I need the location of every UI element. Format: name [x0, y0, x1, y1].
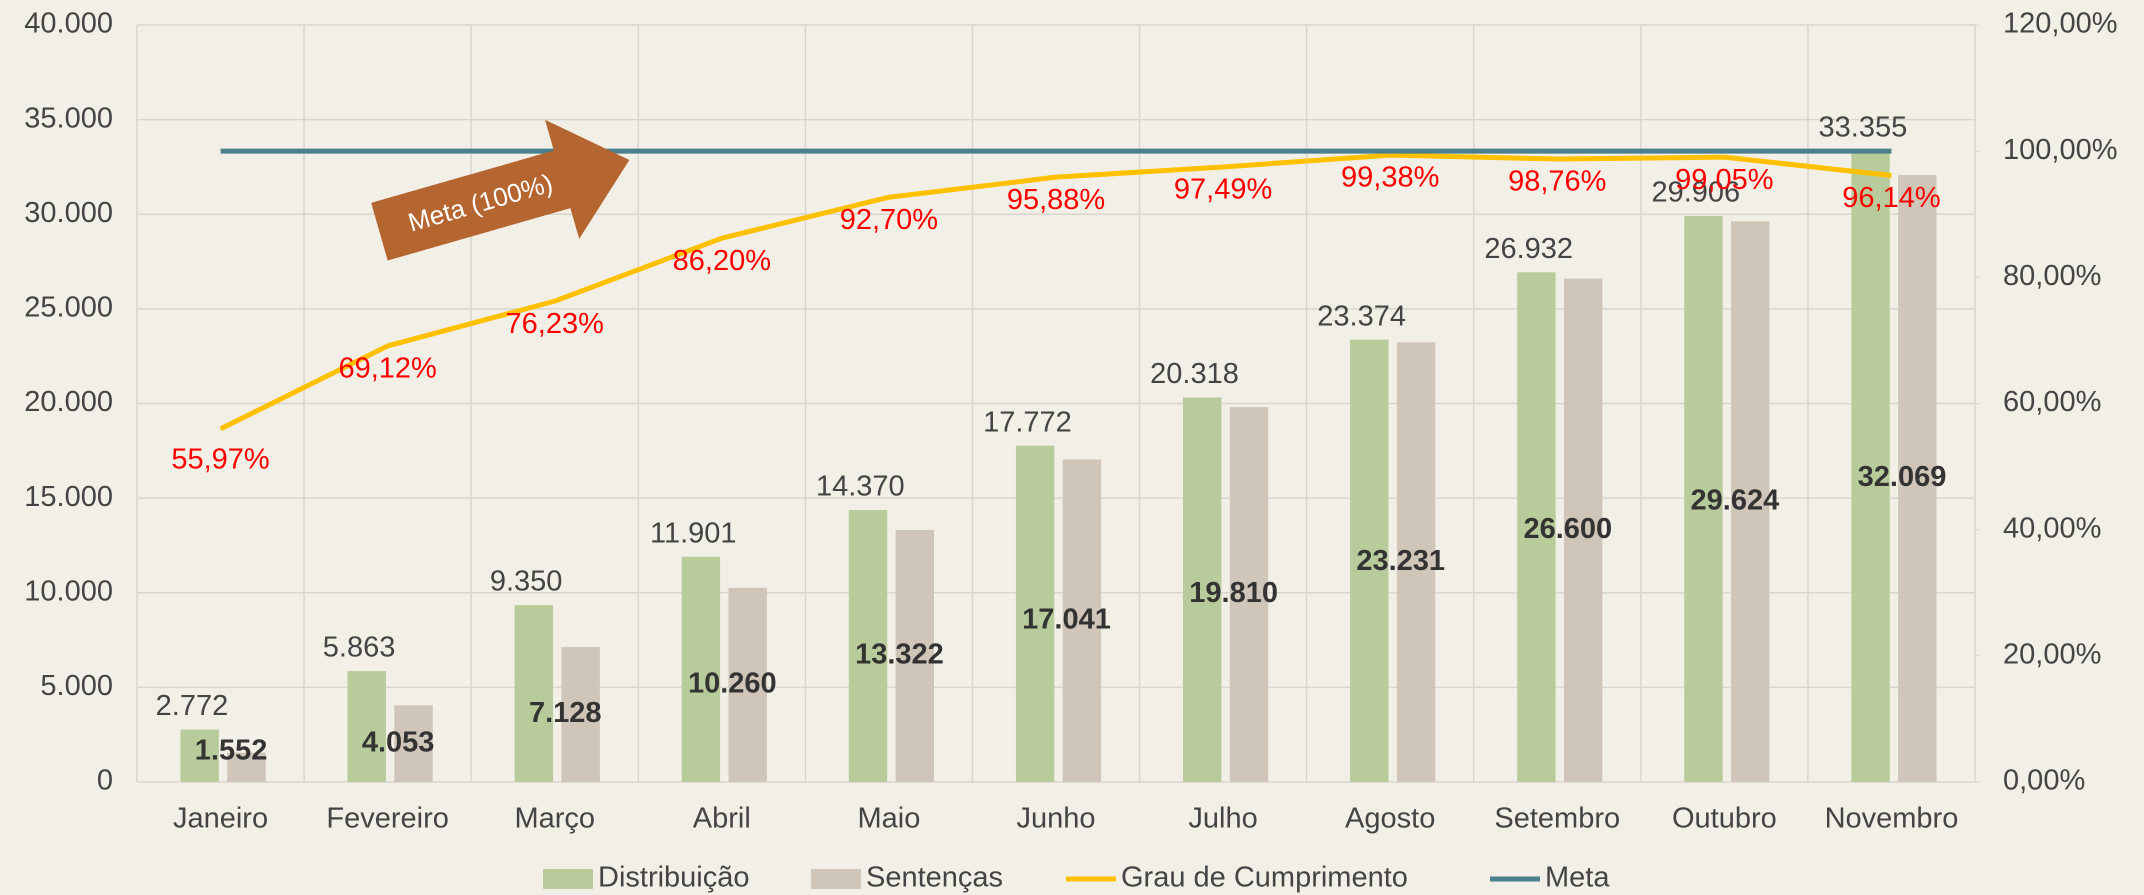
x-tick-label: Novembro [1825, 803, 1959, 835]
y2-tick-label: 100,00% [2003, 134, 2118, 166]
line-label: 99,05% [1675, 164, 1773, 196]
bar [1396, 342, 1436, 782]
bar-label: 7.128 [529, 697, 602, 729]
bar [681, 556, 721, 782]
bar-label: 23.231 [1356, 545, 1445, 577]
bar-label: 23.374 [1317, 300, 1406, 332]
bar [1731, 221, 1770, 783]
bar-label: 26.600 [1523, 513, 1612, 545]
line-label: 96,14% [1842, 182, 1940, 214]
bar-label: 9.350 [490, 566, 563, 598]
y-tick-label: 40.000 [24, 8, 113, 40]
arrow-shape [371, 119, 630, 261]
bar-label: 29.624 [1691, 484, 1780, 516]
bar-label: 10.260 [688, 668, 777, 700]
x-tick-label: Maio [857, 803, 920, 835]
bar-label: 1.552 [195, 735, 268, 767]
line-label: 95,88% [1007, 184, 1105, 216]
bar-label: 5.863 [323, 632, 396, 664]
bar [1563, 278, 1603, 782]
bar [728, 587, 767, 782]
line-label: 55,97% [171, 444, 269, 476]
line-label: 76,23% [506, 308, 604, 340]
y2-tick-label: 80,00% [2003, 260, 2101, 292]
x-tick-label: Janeiro [173, 803, 268, 835]
bar [561, 647, 600, 782]
line-label: 98,76% [1508, 166, 1606, 198]
bar [1517, 272, 1556, 782]
line-label: 97,49% [1174, 174, 1272, 206]
y-tick-label: 10.000 [24, 575, 113, 607]
x-tick-label: Abril [693, 803, 751, 835]
bar-label: 32.069 [1858, 461, 1947, 493]
bar [1350, 339, 1389, 782]
y2-tick-label: 0,00% [2003, 765, 2085, 797]
bar-label: 19.810 [1189, 577, 1278, 609]
legend-label: Meta [1545, 862, 1610, 894]
y-tick-label: 35.000 [24, 102, 113, 134]
bar [180, 729, 219, 782]
bar-label: 20.318 [1150, 358, 1239, 390]
x-tick-label: Junho [1016, 803, 1095, 835]
bar [848, 510, 888, 782]
bar [895, 529, 935, 782]
bar [1684, 216, 1723, 783]
x-tick-label: Outubro [1672, 803, 1777, 835]
bar-label: 17.041 [1022, 603, 1111, 635]
legend-swatch [543, 869, 593, 889]
legend-label: Distribuição [598, 862, 750, 894]
x-tick-label: Fevereiro [326, 803, 449, 835]
y-tick-label: 0 [97, 765, 113, 797]
bar [394, 705, 433, 782]
bar-label: 26.932 [1484, 233, 1573, 265]
legend-swatch [811, 869, 861, 889]
bar [1229, 407, 1269, 782]
bar [1062, 459, 1102, 782]
bar-label: 29.906 [1651, 177, 1740, 209]
bar-label: 4.053 [362, 726, 435, 758]
y-tick-label: 15.000 [24, 481, 113, 513]
bar [227, 752, 266, 782]
line-label: 99,38% [1341, 162, 1439, 194]
bar [347, 671, 386, 782]
bar-label: 2.772 [156, 690, 229, 722]
bar-label: 33.355 [1819, 111, 1908, 143]
line-series [219, 152, 1892, 432]
y2-tick-label: 60,00% [2003, 386, 2101, 418]
legend-label: Sentenças [866, 862, 1003, 894]
bar [1851, 150, 1890, 783]
line-label: 86,20% [673, 245, 771, 277]
line-label: 92,70% [840, 204, 938, 236]
bar [1015, 445, 1055, 782]
x-tick-label: Julho [1188, 803, 1257, 835]
y2-tick-label: 20,00% [2003, 638, 2101, 670]
bar-label: 11.901 [650, 517, 737, 549]
bar-label: 14.370 [816, 471, 905, 503]
y-tick-label: 20.000 [24, 386, 113, 418]
y2-tick-label: 40,00% [2003, 512, 2101, 544]
y-tick-label: 30.000 [24, 197, 113, 229]
line-label: 69,12% [338, 353, 436, 385]
y2-tick-label: 120,00% [2003, 8, 2118, 40]
x-tick-label: Agosto [1345, 803, 1435, 835]
bar [514, 605, 554, 782]
x-tick-label: Março [514, 803, 595, 835]
bar [1898, 175, 1937, 782]
x-tick-label: Setembro [1494, 803, 1620, 835]
bar [1182, 397, 1222, 782]
bar-label: 13.322 [855, 639, 944, 671]
legend-label: Grau de Cumprimento [1121, 862, 1408, 894]
y-tick-label: 25.000 [24, 292, 113, 324]
bar-label: 17.772 [983, 406, 1072, 438]
y-tick-label: 5.000 [40, 670, 113, 702]
